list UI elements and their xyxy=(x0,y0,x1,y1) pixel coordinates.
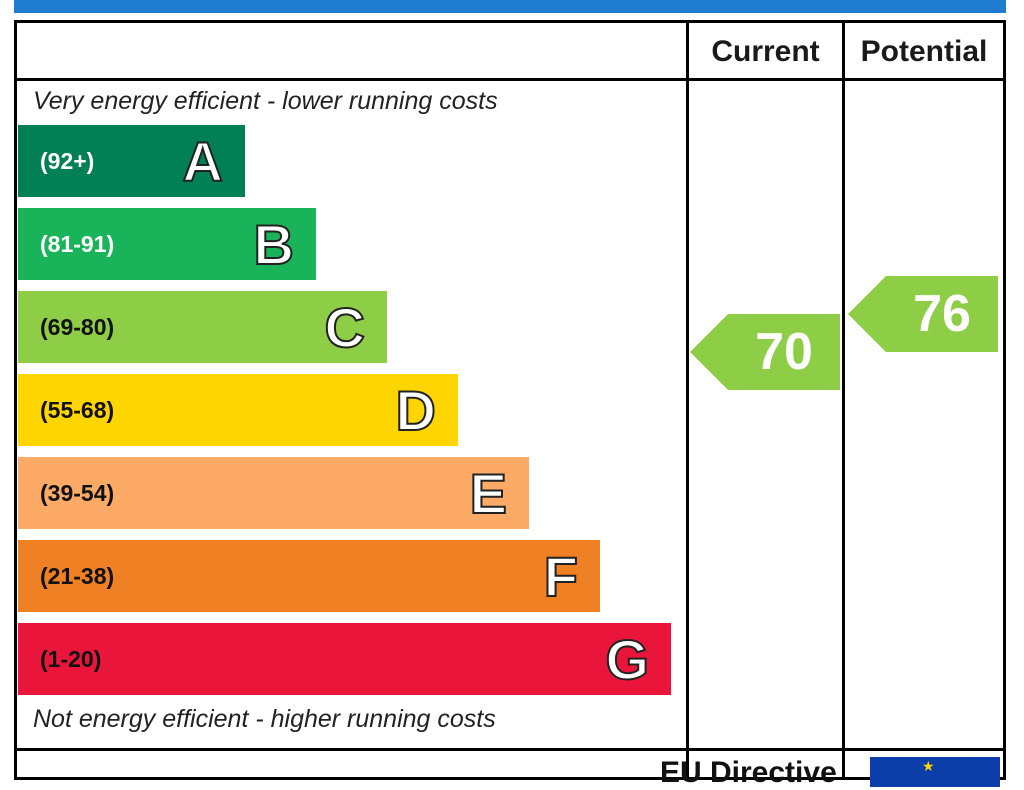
band-b-range: (81-91) xyxy=(40,231,115,257)
current-column-header: Current xyxy=(711,35,820,68)
eu-flag-icon: ★ xyxy=(870,757,1000,787)
band-b: (81-91) B xyxy=(18,208,316,280)
top-caption: Very energy efficient - lower running co… xyxy=(33,87,498,115)
band-f-range: (21-38) xyxy=(40,563,115,589)
eu-star-icon: ★ xyxy=(922,758,935,774)
band-c-letter: C xyxy=(324,295,366,360)
band-b-letter: B xyxy=(253,212,295,277)
band-a-range: (92+) xyxy=(40,148,95,174)
band-d-letter: D xyxy=(395,378,437,443)
band-g-letter: G xyxy=(604,627,650,692)
band-c-range: (69-80) xyxy=(40,314,115,340)
band-e-range: (39-54) xyxy=(40,480,115,506)
header-divider xyxy=(14,78,1006,81)
potential-rating-value: 76 xyxy=(913,285,971,343)
current-rating-arrow: 70 xyxy=(690,314,840,390)
band-e-letter: E xyxy=(469,461,508,526)
footer-divider xyxy=(14,748,1006,751)
top-color-strip xyxy=(14,0,1006,13)
bottom-caption: Not energy efficient - higher running co… xyxy=(33,705,496,733)
band-d: (55-68) D xyxy=(18,374,458,446)
potential-column-header: Potential xyxy=(860,35,988,68)
band-a: (92+) A xyxy=(18,125,245,197)
band-a-letter: A xyxy=(182,129,224,194)
eu-directive-label: EU Directive xyxy=(660,756,837,789)
current-column-divider xyxy=(686,20,689,780)
potential-arrow-shape xyxy=(848,276,998,352)
current-rating-value: 70 xyxy=(755,323,813,381)
band-e: (39-54) E xyxy=(18,457,529,529)
band-f: (21-38) F xyxy=(18,540,600,612)
potential-column-divider xyxy=(842,20,845,780)
band-g: (1-20) G xyxy=(18,623,671,695)
potential-rating-arrow: 76 xyxy=(848,276,998,352)
current-arrow-shape xyxy=(690,314,840,390)
band-c: (69-80) C xyxy=(18,291,387,363)
band-f-letter: F xyxy=(543,544,579,609)
band-d-range: (55-68) xyxy=(40,397,115,423)
band-g-range: (1-20) xyxy=(40,646,102,672)
